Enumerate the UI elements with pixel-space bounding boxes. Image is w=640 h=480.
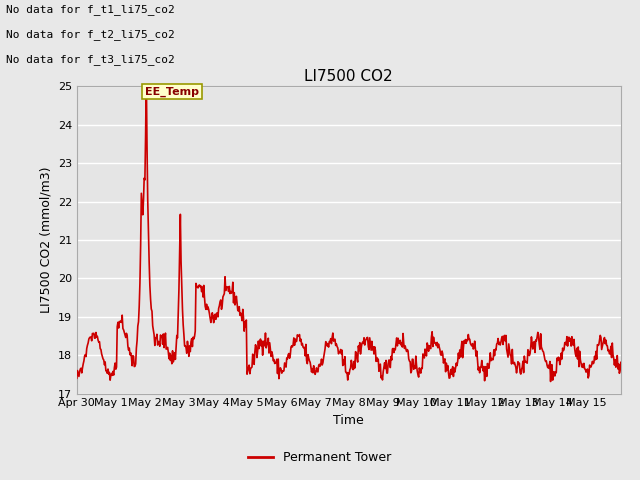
- X-axis label: Time: Time: [333, 414, 364, 427]
- Text: No data for f_t3_li75_co2: No data for f_t3_li75_co2: [6, 54, 175, 65]
- Title: LI7500 CO2: LI7500 CO2: [305, 69, 393, 84]
- Text: No data for f_t1_li75_co2: No data for f_t1_li75_co2: [6, 4, 175, 15]
- Text: EE_Temp: EE_Temp: [145, 86, 199, 96]
- Text: No data for f_t2_li75_co2: No data for f_t2_li75_co2: [6, 29, 175, 40]
- Y-axis label: LI7500 CO2 (mmol/m3): LI7500 CO2 (mmol/m3): [39, 167, 52, 313]
- Legend: Permanent Tower: Permanent Tower: [243, 446, 397, 469]
